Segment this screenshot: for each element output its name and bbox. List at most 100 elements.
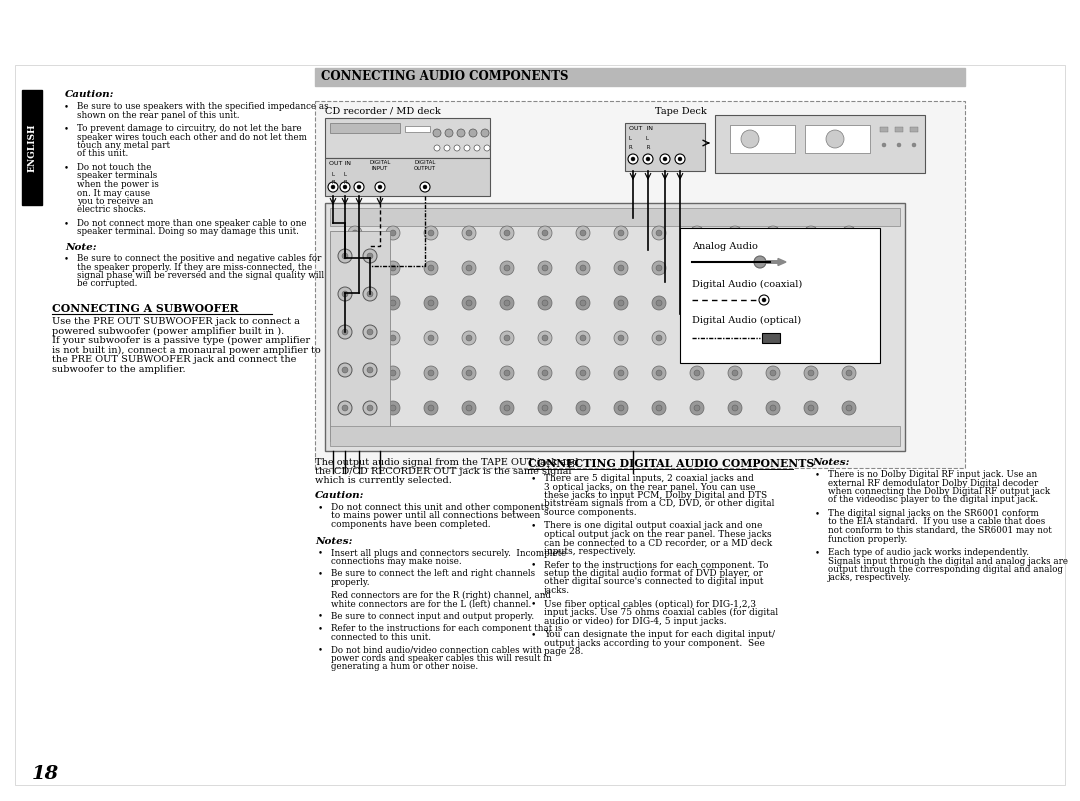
Circle shape — [770, 230, 777, 236]
Circle shape — [354, 182, 364, 192]
Circle shape — [576, 261, 590, 275]
Circle shape — [465, 335, 472, 341]
Text: Caution:: Caution: — [65, 90, 114, 99]
Circle shape — [808, 335, 814, 341]
Text: •: • — [318, 570, 323, 578]
Text: touch any metal part: touch any metal part — [77, 141, 170, 150]
Text: •: • — [530, 630, 536, 639]
Circle shape — [445, 129, 453, 137]
Circle shape — [615, 261, 627, 275]
Circle shape — [338, 287, 352, 301]
Text: connections may make noise.: connections may make noise. — [330, 557, 461, 566]
Circle shape — [652, 261, 666, 275]
Text: •: • — [530, 521, 536, 530]
Circle shape — [770, 405, 777, 411]
Text: powered subwoofer (power amplifier built in ).: powered subwoofer (power amplifier built… — [52, 327, 284, 336]
Circle shape — [465, 265, 472, 271]
Circle shape — [342, 253, 348, 259]
Text: is not built in), connect a monaural power amplifier to: is not built in), connect a monaural pow… — [52, 345, 321, 355]
Circle shape — [538, 261, 552, 275]
Circle shape — [762, 298, 766, 302]
Text: •: • — [530, 599, 536, 609]
Circle shape — [646, 157, 650, 161]
Circle shape — [804, 331, 818, 345]
Circle shape — [462, 296, 476, 310]
Circle shape — [338, 401, 352, 415]
Circle shape — [500, 296, 514, 310]
Text: R: R — [343, 180, 347, 185]
Text: •: • — [318, 612, 323, 621]
Bar — [625, 123, 705, 171]
Circle shape — [390, 230, 396, 236]
Circle shape — [732, 300, 738, 306]
Circle shape — [428, 230, 434, 236]
Circle shape — [338, 325, 352, 339]
Circle shape — [352, 230, 357, 236]
Circle shape — [678, 157, 681, 161]
Text: be corrupted.: be corrupted. — [77, 280, 137, 288]
Circle shape — [428, 265, 434, 271]
Circle shape — [882, 143, 886, 147]
Circle shape — [808, 230, 814, 236]
Circle shape — [732, 405, 738, 411]
Circle shape — [474, 145, 480, 151]
Circle shape — [728, 226, 742, 240]
Circle shape — [804, 296, 818, 310]
Text: Signals input through the digital and analog jacks are: Signals input through the digital and an… — [828, 557, 1068, 566]
Circle shape — [652, 296, 666, 310]
Circle shape — [580, 265, 586, 271]
Bar — [730, 125, 795, 153]
Circle shape — [842, 331, 856, 345]
Bar — [910, 127, 918, 132]
Text: the speaker properly. If they are miss-connected, the: the speaker properly. If they are miss-c… — [77, 263, 312, 272]
Text: output jacks according to your component.  See: output jacks according to your component… — [544, 638, 765, 647]
Circle shape — [694, 265, 700, 271]
Text: OUT IN: OUT IN — [329, 161, 351, 166]
Text: Tape Deck: Tape Deck — [654, 107, 706, 116]
Text: which is currently selected.: which is currently selected. — [315, 476, 451, 485]
Circle shape — [338, 249, 352, 263]
Circle shape — [367, 253, 373, 259]
Circle shape — [484, 145, 490, 151]
Bar — [315, 68, 966, 86]
Circle shape — [542, 370, 548, 376]
Circle shape — [728, 331, 742, 345]
Text: generating a hum or other noise.: generating a hum or other noise. — [330, 662, 478, 671]
Text: Notes:: Notes: — [315, 537, 352, 545]
Bar — [15, 65, 1065, 785]
Circle shape — [694, 405, 700, 411]
Circle shape — [348, 401, 362, 415]
Bar — [805, 125, 870, 153]
Text: can be connected to a CD recorder, or a MD deck: can be connected to a CD recorder, or a … — [544, 538, 772, 548]
Bar — [315, 101, 966, 468]
Circle shape — [615, 331, 627, 345]
Circle shape — [367, 329, 373, 335]
Circle shape — [842, 366, 856, 380]
FancyArrow shape — [766, 259, 786, 265]
Circle shape — [690, 331, 704, 345]
Text: setup the digital audio format of DVD player, or: setup the digital audio format of DVD pl… — [544, 569, 762, 578]
Circle shape — [766, 226, 780, 240]
Circle shape — [576, 296, 590, 310]
Bar — [330, 208, 900, 226]
Circle shape — [504, 300, 510, 306]
Text: input jacks. Use 75 ohms coaxial cables (for digital: input jacks. Use 75 ohms coaxial cables … — [544, 608, 778, 617]
Circle shape — [424, 366, 438, 380]
Circle shape — [500, 366, 514, 380]
Circle shape — [690, 226, 704, 240]
Circle shape — [842, 401, 856, 415]
Text: shown on the rear panel of this unit.: shown on the rear panel of this unit. — [77, 111, 240, 119]
Circle shape — [615, 366, 627, 380]
Circle shape — [434, 145, 440, 151]
Circle shape — [897, 143, 901, 147]
Circle shape — [342, 291, 348, 297]
Circle shape — [576, 331, 590, 345]
Text: Note:: Note: — [65, 243, 96, 252]
Circle shape — [580, 405, 586, 411]
Text: •: • — [815, 548, 820, 557]
Circle shape — [504, 405, 510, 411]
Circle shape — [542, 405, 548, 411]
Circle shape — [462, 331, 476, 345]
Circle shape — [338, 363, 352, 377]
Text: There are 5 digital inputs, 2 coaxial jacks and: There are 5 digital inputs, 2 coaxial ja… — [544, 474, 754, 483]
